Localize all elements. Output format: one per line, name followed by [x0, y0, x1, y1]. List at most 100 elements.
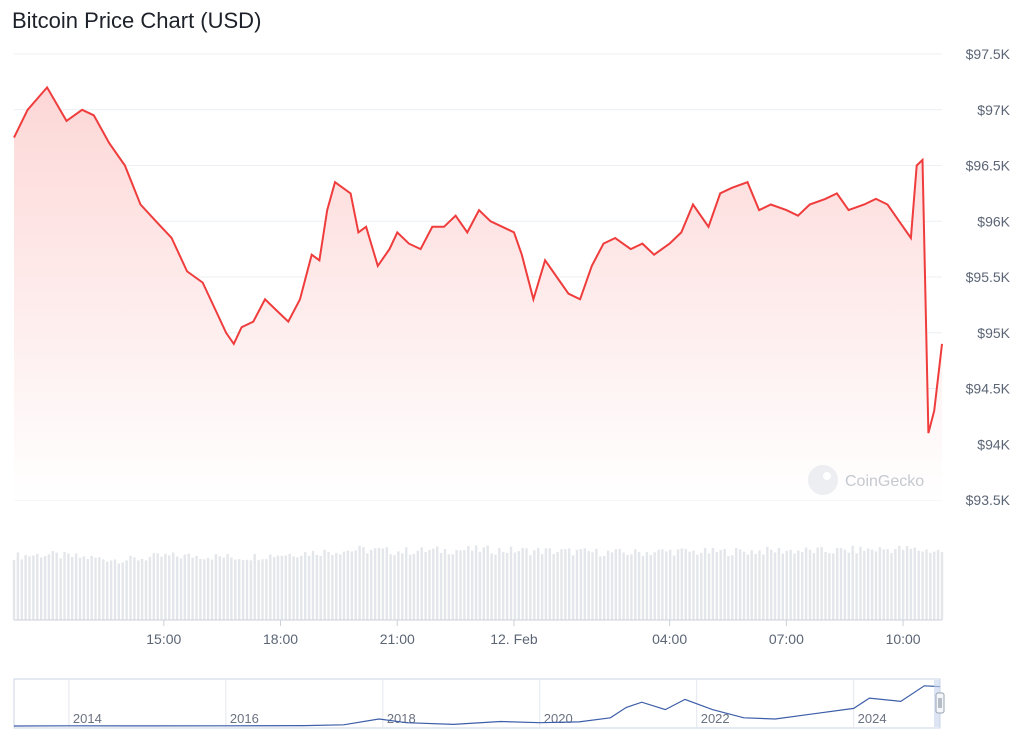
volume-bar	[700, 552, 703, 620]
volume-bar	[370, 550, 373, 620]
x-tick-label: 04:00	[652, 631, 687, 647]
y-tick-label: $94K	[977, 436, 1010, 452]
volume-bar	[397, 551, 400, 620]
volume-bar	[362, 547, 365, 620]
volume-bar	[71, 557, 74, 620]
volume-bar	[785, 550, 788, 620]
volume-bar	[618, 548, 621, 620]
price-line[interactable]	[13, 85, 943, 434]
volume-bar	[74, 553, 78, 620]
volume-bar	[292, 556, 295, 620]
volume-bar	[451, 554, 454, 620]
volume-bar	[587, 551, 590, 620]
volume-bar	[315, 555, 319, 620]
navigator-tick-label: 2014	[73, 711, 102, 726]
volume-bar	[331, 554, 334, 620]
volume-bar	[575, 549, 579, 620]
volume-bar	[614, 549, 617, 620]
volume-bar	[828, 553, 831, 620]
volume-bar	[878, 547, 882, 620]
navigator-handle[interactable]	[935, 692, 945, 714]
volume-bar	[401, 553, 404, 620]
volume-bar	[719, 550, 722, 620]
volume-bar	[393, 555, 396, 620]
volume-bar	[327, 552, 330, 620]
volume-bar	[32, 555, 35, 620]
volume-bar	[560, 549, 563, 620]
navigator-line	[13, 685, 941, 727]
volume-bar	[657, 549, 660, 620]
volume-bar	[676, 549, 680, 620]
volume-bar	[738, 549, 742, 620]
volume-bar	[610, 552, 614, 620]
volume-bar	[47, 554, 51, 620]
volume-bar	[874, 551, 878, 620]
volume-bar	[175, 556, 179, 620]
volume-bar	[152, 553, 155, 620]
volume-bar	[439, 553, 443, 620]
volume-bar	[55, 552, 58, 620]
volume-bar	[389, 554, 392, 620]
volume-bar	[762, 554, 765, 620]
volume-bar	[443, 549, 447, 620]
volume-bar	[474, 545, 478, 620]
volume-bar	[902, 549, 905, 620]
volume-bar	[707, 553, 711, 620]
volume-bar	[661, 549, 664, 620]
volume-bar	[890, 553, 893, 620]
volume-bar	[606, 550, 610, 620]
volume-bar	[583, 548, 586, 620]
volume-bar	[51, 551, 54, 620]
volume-bar	[428, 550, 431, 620]
volume-bar	[156, 553, 159, 620]
volume-bar	[20, 559, 23, 620]
volume-bar	[509, 546, 513, 620]
volume-bar	[416, 550, 419, 620]
volume-bar	[548, 548, 551, 620]
volume-bar	[653, 552, 656, 620]
volume-bar	[203, 559, 206, 620]
volume-bar	[494, 554, 497, 620]
volume-bar	[579, 549, 583, 620]
volume-bar	[253, 554, 256, 620]
volume-bar	[564, 549, 567, 620]
volume-bar	[436, 546, 439, 620]
volume-bar	[735, 548, 738, 620]
volume-bar	[179, 558, 183, 620]
volume-bar	[98, 557, 101, 620]
volume-bar	[28, 556, 31, 620]
volume-bar	[847, 552, 850, 620]
volume-bar	[137, 560, 140, 620]
volume-bar	[420, 547, 423, 620]
volume-bar	[366, 553, 369, 620]
volume-bar	[284, 555, 287, 620]
volume-bar	[731, 555, 734, 620]
volume-bar	[478, 551, 482, 620]
coingecko-watermark: CoinGecko	[808, 465, 924, 495]
volume-bar	[517, 551, 520, 620]
y-tick-label: $97K	[977, 102, 1010, 118]
volume-bar	[894, 549, 897, 620]
volume-bar	[405, 547, 408, 620]
volume-bar	[909, 548, 913, 620]
y-tick-label: $94.5K	[966, 381, 1011, 397]
volume-bar	[230, 557, 233, 620]
volume-bar	[296, 557, 299, 620]
volume-bar	[102, 559, 105, 620]
volume-bar	[12, 560, 16, 620]
volume-bar	[373, 548, 377, 620]
volume-bar	[265, 559, 268, 620]
navigator[interactable]: 2014 2016 2018 2020 2022 2024	[13, 678, 945, 729]
volume-bar	[377, 548, 381, 620]
volume-bar	[696, 554, 699, 620]
volume-bar	[424, 552, 427, 620]
volume-bar	[183, 554, 186, 620]
volume-bar	[711, 547, 715, 620]
volume-bar	[544, 548, 548, 620]
volume-bar	[94, 557, 97, 620]
volume-bar	[144, 560, 148, 620]
volume-bar	[502, 552, 505, 620]
volume-bar	[537, 548, 540, 620]
volume-bar	[672, 555, 676, 620]
volume-bar	[172, 552, 175, 620]
